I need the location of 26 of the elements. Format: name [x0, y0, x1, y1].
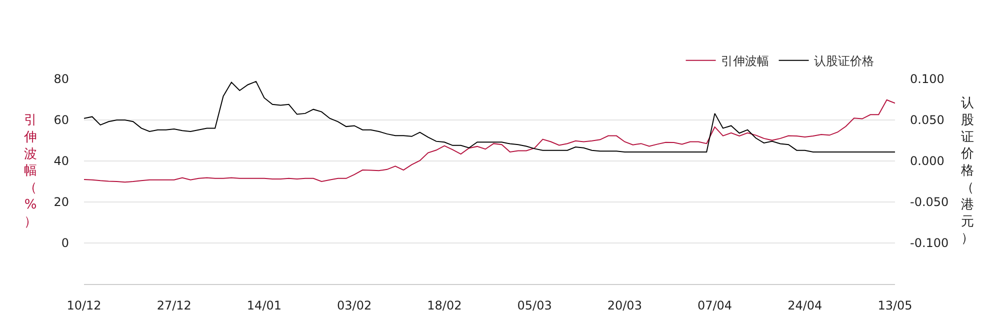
y2-tick-label: -0.050 [910, 195, 949, 210]
x-tick-label: 24/04 [788, 298, 822, 312]
y-tick-label: 80 [54, 72, 69, 86]
y2-tick-label: 0.050 [910, 113, 944, 128]
x-tick-label: 13/05 [878, 298, 912, 312]
y-tick-label: 40 [54, 154, 69, 168]
x-tick-label: 05/03 [517, 298, 552, 312]
y2-tick-label: 0.100 [910, 72, 944, 86]
line-series [84, 99, 895, 183]
x-tick-label: 07/04 [697, 298, 732, 312]
x-tick-label: 10/12 [66, 298, 102, 312]
y2-tick-label: -0.100 [910, 236, 949, 250]
text: 认股证价格（港元） [961, 96, 974, 246]
x-tick-label: 03/02 [337, 298, 372, 312]
y2-tick-label: 0.000 [910, 154, 944, 168]
x-tick-label: 27/12 [156, 298, 192, 312]
x-tick-label: 14/01 [246, 298, 282, 312]
y-tick-label: 60 [54, 113, 69, 128]
line-series [84, 80, 895, 152]
legend-label: 认股证价格 [814, 54, 874, 68]
y-tick-label: 20 [54, 195, 69, 210]
legend-label: 引伸波幅 [720, 54, 769, 68]
x-tick-label: 20/03 [607, 298, 642, 312]
x-tick-label: 18/02 [427, 298, 462, 312]
y-tick-label: 0 [61, 236, 69, 250]
y-axis-title: 引伸波幅（%） [23, 113, 37, 230]
